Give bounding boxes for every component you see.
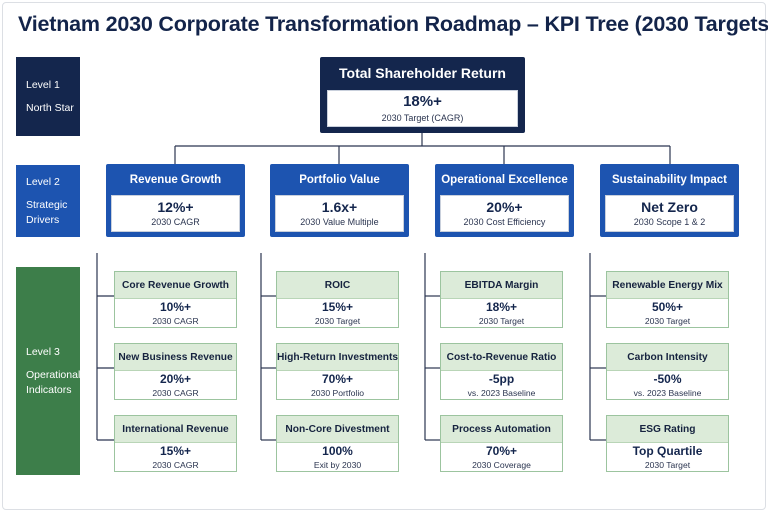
level-3-label: Level 3 Operational Indicators bbox=[16, 267, 80, 475]
kpi-title: Cost-to-Revenue Ratio bbox=[441, 344, 562, 371]
driver-title: Sustainability Impact bbox=[611, 173, 728, 186]
north-star-note: 2030 Target (CAGR) bbox=[381, 112, 464, 123]
driver-note: 2030 CAGR bbox=[151, 217, 200, 228]
kpi-card-international-revenue: International Revenue 15%+ 2030 CAGR bbox=[114, 415, 237, 472]
driver-target: 20%+ 2030 Cost Efficiency bbox=[440, 195, 569, 232]
north-star-title: Total Shareholder Return bbox=[339, 65, 506, 81]
kpi-card-core-revenue-growth: Core Revenue Growth 10%+ 2030 CAGR bbox=[114, 271, 237, 328]
level-name-line: Indicators bbox=[26, 383, 72, 396]
driver-target: Net Zero 2030 Scope 1 & 2 bbox=[605, 195, 734, 232]
kpi-note: 2030 CAGR bbox=[152, 459, 199, 470]
kpi-value: 18%+ bbox=[485, 300, 518, 315]
driver-card-sustainability-impact: Sustainability Impact Net Zero 2030 Scop… bbox=[600, 164, 739, 237]
kpi-title: ROIC bbox=[277, 272, 398, 299]
level-2-label: Level 2 Strategic Drivers bbox=[16, 165, 80, 237]
driver-value: 20%+ bbox=[486, 198, 523, 215]
driver-value: 1.6x+ bbox=[321, 198, 358, 215]
driver-title: Revenue Growth bbox=[129, 173, 222, 186]
driver-target: 1.6x+ 2030 Value Multiple bbox=[275, 195, 404, 232]
kpi-value: 70%+ bbox=[485, 444, 518, 459]
kpi-title: Carbon Intensity bbox=[607, 344, 728, 371]
level-name-line: Drivers bbox=[26, 213, 60, 226]
kpi-note: vs. 2023 Baseline bbox=[467, 387, 536, 398]
kpi-title: Renewable Energy Mix bbox=[607, 272, 728, 299]
level-name-line: Strategic bbox=[26, 199, 68, 212]
kpi-card-new-business-revenue: New Business Revenue 20%+ 2030 CAGR bbox=[114, 343, 237, 400]
level-number: Level 3 bbox=[26, 346, 60, 359]
kpi-note: Exit by 2030 bbox=[313, 459, 362, 470]
kpi-note: 2030 Target bbox=[644, 315, 691, 326]
kpi-value: 10%+ bbox=[159, 300, 192, 315]
driver-title: Portfolio Value bbox=[299, 173, 380, 186]
kpi-value: 50%+ bbox=[651, 300, 684, 315]
kpi-card-cost-to-revenue-ratio: Cost-to-Revenue Ratio -5pp vs. 2023 Basel… bbox=[440, 343, 563, 400]
driver-note: 2030 Value Multiple bbox=[300, 217, 379, 228]
driver-card-portfolio-value: Portfolio Value 1.6x+ 2030 Value Multipl… bbox=[270, 164, 409, 237]
kpi-value: 15%+ bbox=[321, 300, 354, 315]
kpi-card-roic: ROIC 15%+ 2030 Target bbox=[276, 271, 399, 328]
kpi-card-high-return-investments: High-Return Investments 70%+ 2030 Portfol… bbox=[276, 343, 399, 400]
kpi-title: International Revenue bbox=[115, 416, 236, 443]
driver-card-revenue-growth: Revenue Growth 12%+ 2030 CAGR bbox=[106, 164, 245, 237]
kpi-title: New Business Revenue bbox=[115, 344, 236, 371]
kpi-value: 100% bbox=[322, 444, 353, 459]
kpi-title: Non-Core Divestment bbox=[277, 416, 398, 443]
page-title: Vietnam 2030 Corporate Transformation Ro… bbox=[18, 12, 768, 36]
north-star-value: 18%+ bbox=[403, 93, 442, 111]
kpi-card-esg-rating: ESG Rating Top Quartile 2030 Target bbox=[606, 415, 729, 472]
kpi-value: 20%+ bbox=[159, 372, 192, 387]
kpi-card-non-core-divestment: Non-Core Divestment 100% Exit by 2030 bbox=[276, 415, 399, 472]
driver-title: Operational Excellence bbox=[441, 173, 568, 186]
level-number: Level 1 bbox=[26, 78, 60, 91]
driver-note: 2030 Cost Efficiency bbox=[463, 217, 546, 228]
kpi-value: Top Quartile bbox=[632, 444, 703, 459]
level-1-label: Level 1 North Star bbox=[16, 57, 80, 136]
kpi-value: -5pp bbox=[488, 372, 515, 387]
north-star-card: Total Shareholder Return 18%+ 2030 Targe… bbox=[320, 57, 525, 133]
kpi-card-ebitda-margin: EBITDA Margin 18%+ 2030 Target bbox=[440, 271, 563, 328]
kpi-card-carbon-intensity: Carbon Intensity -50% vs. 2023 Baseline bbox=[606, 343, 729, 400]
kpi-title: ESG Rating bbox=[607, 416, 728, 443]
driver-card-operational-excellence: Operational Excellence 20%+ 2030 Cost Ef… bbox=[435, 164, 574, 237]
kpi-value: 15%+ bbox=[159, 444, 192, 459]
level-name-line: Operational bbox=[26, 369, 81, 382]
kpi-note: 2030 Portfolio bbox=[310, 387, 365, 398]
driver-note: 2030 Scope 1 & 2 bbox=[633, 217, 706, 228]
kpi-note: 2030 Coverage bbox=[472, 459, 531, 470]
kpi-note: 2030 CAGR bbox=[152, 387, 199, 398]
driver-value: Net Zero bbox=[641, 198, 698, 215]
kpi-note: 2030 Target bbox=[478, 315, 525, 326]
kpi-note: vs. 2023 Baseline bbox=[633, 387, 702, 398]
kpi-title: High-Return Investments bbox=[277, 344, 398, 371]
kpi-note: 2030 Target bbox=[314, 315, 361, 326]
kpi-value: 70%+ bbox=[321, 372, 354, 387]
kpi-title: Core Revenue Growth bbox=[115, 272, 236, 299]
kpi-card-renewable-energy-mix: Renewable Energy Mix 50%+ 2030 Target bbox=[606, 271, 729, 328]
kpi-note: 2030 CAGR bbox=[152, 315, 199, 326]
north-star-target: 18%+ 2030 Target (CAGR) bbox=[327, 90, 518, 127]
kpi-title: Process Automation bbox=[441, 416, 562, 443]
level-name: North Star bbox=[26, 102, 74, 114]
kpi-title: EBITDA Margin bbox=[441, 272, 562, 299]
kpi-value: -50% bbox=[653, 372, 682, 387]
kpi-card-process-automation: Process Automation 70%+ 2030 Coverage bbox=[440, 415, 563, 472]
kpi-note: 2030 Target bbox=[644, 459, 691, 470]
level-number: Level 2 bbox=[26, 176, 60, 189]
driver-target: 12%+ 2030 CAGR bbox=[111, 195, 240, 232]
driver-value: 12%+ bbox=[157, 198, 194, 215]
